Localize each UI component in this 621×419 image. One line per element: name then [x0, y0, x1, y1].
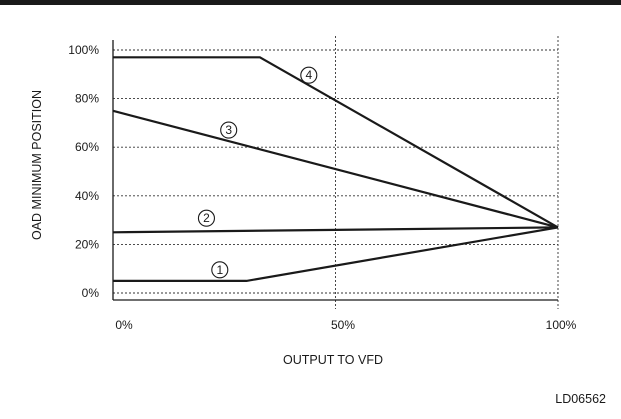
callout-label-3: 3 — [225, 123, 232, 137]
x-tick-label: 0% — [115, 318, 133, 332]
y-tick-label: 20% — [75, 237, 99, 251]
y-tick-label: 60% — [75, 140, 99, 154]
y-tick-label: 0% — [82, 286, 100, 300]
series-line-2 — [112, 226, 559, 234]
callout-circle-1 — [211, 261, 229, 279]
top-rule — [0, 0, 621, 5]
callout-circle-2 — [197, 209, 215, 227]
x-axis-title: OUTPUT TO VFD — [283, 353, 383, 367]
reference-code: LD06562 — [555, 392, 606, 406]
y-tick-label: 100% — [68, 43, 99, 57]
callout-label-1: 1 — [216, 263, 223, 277]
series-line-1 — [113, 226, 559, 282]
series-group — [112, 56, 559, 282]
y-tick-labels: 0% 20% 40% 60% 80% 100% — [68, 43, 99, 300]
callout-circle-3 — [220, 121, 238, 139]
callout-label-4: 4 — [305, 68, 312, 82]
callout-label-2: 2 — [203, 211, 210, 225]
callouts: 1 2 3 4 — [197, 66, 318, 279]
series-line-4 — [113, 56, 559, 229]
series-line-3 — [112, 109, 559, 229]
grid — [113, 36, 559, 309]
y-axis-title: OAD MINIMUM POSITION — [30, 90, 44, 240]
x-tick-label: 100% — [546, 318, 577, 332]
callout-circle-4 — [300, 66, 318, 84]
x-tick-label: 50% — [331, 318, 355, 332]
y-tick-label: 40% — [75, 189, 99, 203]
y-tick-label: 80% — [75, 92, 99, 106]
x-tick-labels: 0% 50% 100% — [115, 318, 576, 332]
